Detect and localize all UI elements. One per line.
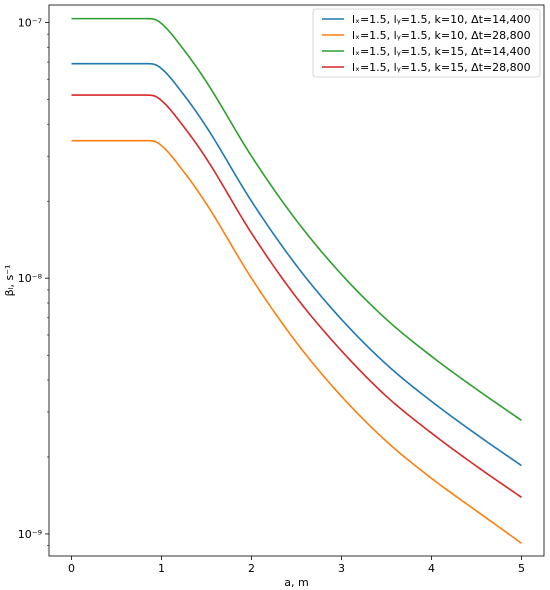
plot-area-frame bbox=[48, 4, 545, 557]
x-tick-label: 5 bbox=[518, 562, 525, 575]
legend-entry-label: lₓ=1.5, lᵧ=1.5, k=10, Δt=14,400 bbox=[352, 13, 531, 26]
x-tick-label: 3 bbox=[338, 562, 345, 575]
x-tick-label: 1 bbox=[158, 562, 165, 575]
x-axis-ticks: 0 1 2 3 4 5 bbox=[68, 556, 525, 575]
series-line-4 bbox=[71, 94, 522, 499]
legend-entry-label: lₓ=1.5, lᵧ=1.5, k=15, Δt=14,400 bbox=[352, 45, 531, 58]
series-layer bbox=[71, 17, 522, 544]
legend-entry-label: lₓ=1.5, lᵧ=1.5, k=10, Δt=28,800 bbox=[352, 29, 531, 42]
legend-box bbox=[312, 8, 541, 78]
y-tick-label: 10⁻⁹ bbox=[18, 528, 42, 541]
y-axis-ticks: 10⁻⁹ 10⁻⁸ 10⁻⁷ bbox=[18, 16, 49, 546]
legend: lₓ=1.5, lᵧ=1.5, k=10, Δt=14,400 lₓ=1.5, l… bbox=[312, 8, 541, 78]
y-tick-label: 10⁻⁸ bbox=[18, 272, 43, 285]
series-line-2 bbox=[71, 139, 522, 544]
series-line-3 bbox=[71, 17, 522, 422]
x-axis-label: a, m bbox=[284, 576, 308, 589]
y-axis-label: βₗ, s⁻¹ bbox=[3, 265, 16, 297]
y-tick-label: 10⁻⁷ bbox=[18, 16, 42, 29]
legend-entry-label: lₓ=1.5, lᵧ=1.5, k=15, Δt=28,800 bbox=[352, 61, 531, 74]
x-tick-label: 2 bbox=[248, 562, 255, 575]
x-tick-label: 0 bbox=[68, 562, 75, 575]
x-tick-label: 4 bbox=[428, 562, 435, 575]
series-line-1 bbox=[71, 62, 522, 467]
